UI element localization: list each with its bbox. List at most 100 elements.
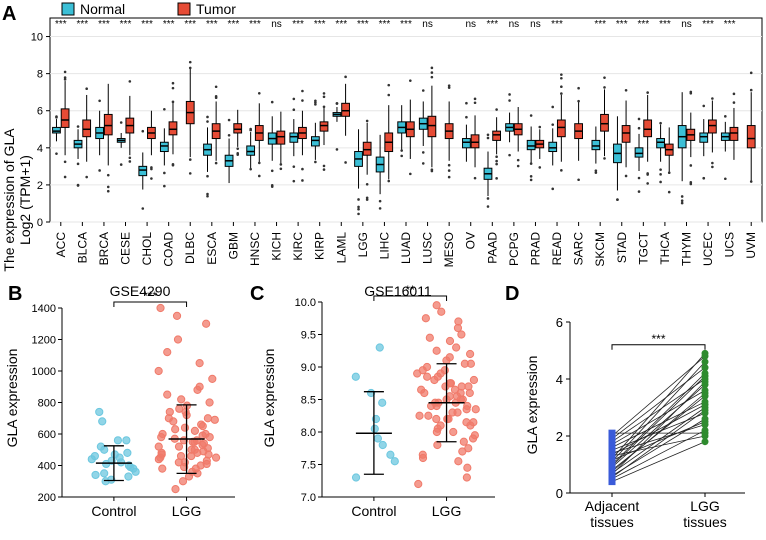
tumor-outlier — [624, 174, 628, 178]
normal-box — [138, 165, 148, 177]
lgg-point — [173, 335, 183, 344]
significance-label: ns — [465, 19, 476, 30]
lgg-point — [454, 317, 463, 326]
significance-label: *** — [98, 19, 110, 30]
y-tick-label: 600 — [38, 429, 56, 441]
y-tick-label: 200 — [38, 492, 56, 504]
normal-outlier — [163, 184, 166, 188]
pair-line — [611, 390, 706, 445]
lgg-point — [195, 382, 204, 391]
lgg-point — [701, 364, 709, 372]
lgg-point — [701, 438, 709, 446]
tumor-outlier — [63, 76, 67, 79]
tumor-outlier — [447, 163, 451, 167]
tumor-outlier — [749, 71, 753, 75]
normal-outlier — [163, 171, 166, 175]
lgg-point — [448, 408, 457, 417]
pair-line — [611, 421, 706, 461]
normal-outlier — [98, 169, 101, 172]
significance-label: *** — [400, 19, 412, 30]
normal-outlier — [637, 176, 641, 180]
legend-tumor-label: Tumor — [196, 1, 236, 17]
significance-label: *** — [616, 19, 628, 30]
panel-a-legend: Normal Tumor — [61, 1, 236, 17]
tumor-outlier — [128, 156, 132, 160]
lgg-point — [154, 366, 163, 376]
lgg-point — [469, 418, 478, 427]
x-tick-label: GBM — [226, 232, 240, 259]
tumor-outlier — [387, 93, 391, 97]
x-tick-label: LGG — [356, 232, 370, 257]
normal-outlier — [551, 123, 555, 126]
y-tick-label: 6 — [556, 315, 563, 330]
tumor-box — [556, 119, 566, 138]
lgg-point — [171, 425, 180, 434]
lgg-point — [187, 445, 196, 454]
x-tick-label: BLCA — [75, 232, 89, 263]
lgg-point — [156, 303, 165, 313]
significance-label: *** — [120, 19, 132, 30]
normal-outlier — [206, 194, 209, 198]
significance-label: *** — [724, 19, 736, 30]
tumor-outlier — [749, 180, 753, 183]
normal-outlier — [529, 175, 533, 178]
panel-d-ylabel: GLA expression — [524, 356, 540, 455]
normal-outlier — [55, 152, 58, 155]
normal-box — [656, 138, 665, 149]
panel-c-ylabel: GLA expression — [261, 349, 277, 448]
normal-outlier — [335, 148, 339, 151]
lgg-point — [158, 429, 167, 439]
tumor-outlier — [63, 78, 67, 81]
normal-outlier — [357, 198, 360, 201]
lgg-point — [190, 426, 199, 435]
panel-b-ylabel: GLA expression — [4, 349, 20, 448]
lgg-point — [701, 406, 709, 414]
normal-outlier — [680, 199, 684, 202]
normal-outlier — [508, 93, 511, 96]
tumor-box — [319, 121, 329, 132]
significance-bracket — [373, 295, 448, 301]
x-tick-label: KIRC — [291, 232, 305, 261]
lgg-point — [701, 418, 709, 426]
lgg-point — [425, 333, 434, 342]
pair-line — [611, 404, 706, 455]
x-tick-label: LGG — [432, 503, 462, 519]
tumor-outlier — [322, 164, 326, 168]
x-tick-label: PCPG — [507, 232, 521, 266]
x-tick-label: SKCM — [593, 232, 607, 267]
y-tick-label: 10 — [31, 32, 43, 44]
control-point — [113, 436, 123, 445]
normal-outlier — [465, 101, 468, 105]
lgg-point — [437, 307, 446, 316]
lgg-point — [195, 359, 204, 368]
lgg-point — [463, 463, 472, 472]
y-tick-label: 10.0 — [295, 297, 316, 309]
tumor-box — [103, 113, 113, 136]
tumor-outlier — [322, 95, 326, 99]
lgg-point — [432, 346, 441, 355]
lgg-point — [163, 348, 172, 357]
y-tick-label: 1200 — [32, 335, 56, 347]
tumor-outlier — [301, 99, 304, 102]
x-tick-label: ACC — [54, 232, 68, 258]
normal-outlier — [378, 207, 382, 210]
tumor-outlier — [560, 76, 563, 80]
normal-outlier — [594, 169, 598, 173]
y-tick-label: 7.0 — [301, 492, 316, 504]
normal-outlier — [249, 128, 252, 132]
adjacent-point — [608, 470, 616, 478]
tumor-box — [276, 130, 286, 145]
legend-normal-swatch — [61, 2, 75, 16]
significance-label: *** — [357, 19, 369, 30]
tumor-outlier — [430, 66, 434, 70]
tumor-outlier — [128, 160, 132, 163]
y-tick-label: 2 — [556, 429, 563, 444]
significance-label: *** — [594, 19, 606, 30]
pair-line — [611, 435, 706, 457]
lgg-point — [178, 477, 188, 486]
lgg-point — [701, 401, 709, 409]
tumor-outlier — [560, 73, 563, 76]
tumor-outlier — [646, 91, 649, 94]
lgg-point — [433, 440, 442, 450]
normal-outlier — [55, 116, 58, 119]
